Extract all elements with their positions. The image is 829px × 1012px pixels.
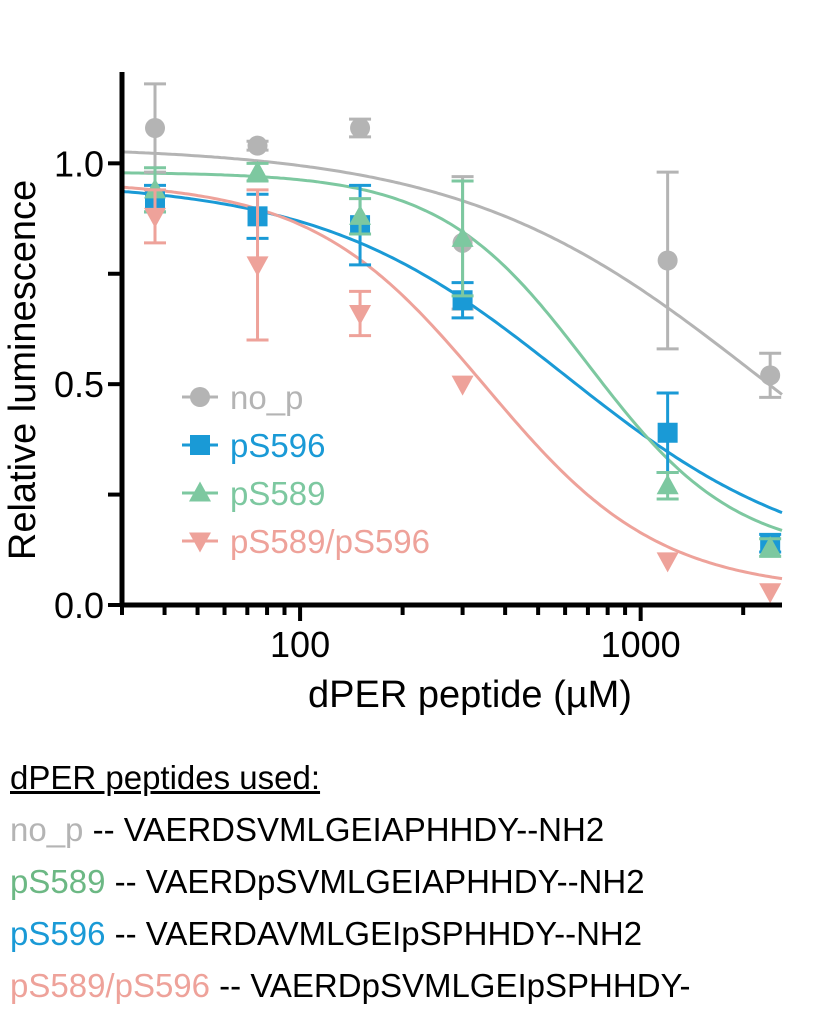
legend-label-ps596: pS596 — [230, 427, 325, 464]
x-axis-label: dPER peptide (µM) — [308, 674, 632, 716]
peptide-sequence: VAERDAVMLGEIpSPHHDY--NH2 — [145, 915, 643, 952]
peptide-row-ps589: pS589 -- VAERDpSVMLGEIAPHHDY--NH2 — [10, 856, 691, 908]
peptide-sequence: VAERDSVMLGEIAPHHDY--NH2 — [123, 811, 605, 848]
y-tick-label: 1.0 — [54, 143, 104, 184]
legend-marker-ps589 — [189, 481, 211, 502]
data-point-ps589 — [656, 474, 679, 495]
peptide-row-ps596: pS596 -- VAERDAVMLGEIpSPHHDY--NH2 — [10, 908, 691, 960]
peptide-separator: -- — [210, 967, 251, 1004]
fit-curve-ps589 — [122, 171, 783, 532]
peptide-name: no_p — [10, 811, 84, 848]
data-point-ps589 — [759, 536, 782, 557]
data-point-ps589-ps596 — [656, 552, 679, 573]
peptide-name: pS589 — [10, 863, 106, 900]
data-point-ps589-ps596 — [349, 305, 372, 325]
x-tick-label: 1000 — [601, 624, 681, 665]
peptide-name: pS589/pS596 — [10, 967, 211, 1004]
data-points — [144, 82, 782, 604]
data-point-ps589-ps596 — [144, 207, 167, 228]
fit-curve-ps596 — [121, 189, 783, 514]
legend-marker-ps589-ps596 — [189, 532, 211, 553]
peptide-sequence: VAERDpSVMLGEIAPHHDY--NH2 — [145, 863, 645, 900]
peptide-separator: -- — [105, 863, 146, 900]
y-tick-label: 0.0 — [54, 585, 104, 626]
data-point-ps589 — [451, 226, 474, 247]
data-point-no-p — [247, 135, 268, 156]
data-point-ps596 — [657, 422, 678, 443]
peptide-name: pS596 — [10, 915, 106, 952]
legend-marker-no-p — [190, 387, 210, 407]
x-tick-label: 100 — [270, 624, 330, 665]
fit-curve-no-p — [121, 150, 783, 396]
fit-curve-ps589-ps596 — [121, 185, 783, 581]
legend-label-ps589: pS589 — [230, 475, 325, 512]
data-point-ps589-ps596 — [246, 256, 269, 277]
legend: no_p pS596 pS589 pS589/pS596 — [182, 379, 430, 560]
data-point-ps589-ps596 — [451, 375, 474, 396]
data-point-ps589 — [246, 160, 269, 181]
peptides-heading: dPER peptides used: — [10, 759, 321, 796]
data-point-ps589 — [349, 204, 372, 225]
peptide-row-ps589-ps596: pS589/pS596 -- VAERDpSVMLGEIpSPHHDY- — [10, 960, 691, 1012]
y-tick-label: 0.5 — [54, 364, 104, 405]
data-point-no-p — [760, 365, 781, 386]
data-point-no-p — [657, 250, 678, 271]
y-axis-label: Relative luminescence — [2, 180, 44, 560]
peptide-sequence: VAERDpSVMLGEIpSPHHDY- — [250, 967, 691, 1004]
peptides-list: dPER peptides used: no_p -- VAERDSVMLGEI… — [10, 752, 691, 1012]
data-point-no-p — [350, 118, 371, 138]
fit-curves — [121, 150, 783, 581]
peptide-row-no-p: no_p -- VAERDSVMLGEIAPHHDY--NH2 — [10, 804, 691, 856]
dose-response-chart: 0.0 0.5 1.0 100 1000 no_p pS596 pS589 pS589/pS5… — [2, 72, 783, 716]
legend-label-ps589-ps596: pS589/pS596 — [230, 523, 430, 560]
peptide-separator: -- — [83, 811, 124, 848]
axes: 0.0 0.5 1.0 100 1000 — [54, 72, 782, 665]
legend-marker-ps596 — [190, 435, 210, 455]
data-point-ps589-ps596 — [759, 583, 782, 604]
data-point-no-p — [145, 118, 166, 138]
legend-label-no-p: no_p — [230, 379, 303, 416]
peptide-separator: -- — [105, 915, 146, 952]
